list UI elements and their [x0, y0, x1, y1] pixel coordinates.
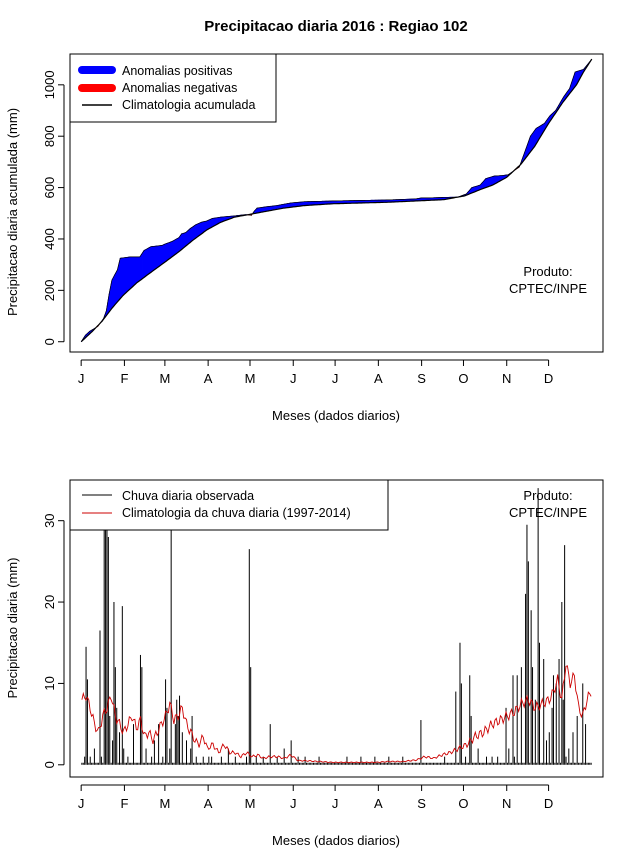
p2-y-tick-label: 0	[42, 761, 57, 768]
p2-x-tick-label: O	[458, 796, 468, 811]
chart-title: Precipitacao diaria 2016 : Regiao 102	[204, 18, 467, 35]
p1-x-tick-label: A	[374, 371, 383, 386]
legend-positive-label: Anomalias positivas	[122, 64, 232, 78]
p2-x-tick-label: S	[417, 796, 426, 811]
p1-y-tick-label: 400	[42, 228, 57, 250]
p2-daily-bars	[81, 488, 592, 765]
p2-legend-box	[69, 479, 389, 531]
p1-y-tick-label: 0	[42, 338, 57, 345]
legend-daily-climatology-label: Climatologia da chuva diaria (1997-2014)	[122, 506, 351, 520]
p2-x-tick-label: A	[374, 796, 383, 811]
p1-x-tick-label: J	[332, 371, 339, 386]
p1-x-tick-label: J	[78, 371, 85, 386]
p2-product-line1: Produto:	[523, 488, 572, 503]
p1-y-tick-label: 800	[42, 125, 57, 147]
p1-x-tick-label: F	[120, 371, 128, 386]
p1-product-line2: CPTEC/INPE	[509, 281, 587, 296]
legend-climatology-label: Climatologia acumulada	[122, 98, 255, 112]
legend-negative-label: Anomalias negativas	[122, 81, 237, 95]
p2-xlabel: Meses (dados diarios)	[272, 833, 400, 848]
p2-x-tick-label: F	[120, 796, 128, 811]
p1-x-tick-label: O	[458, 371, 468, 386]
p1-axes: 0 200 400 600 800 1000 J F M A M J J A S O N D	[42, 53, 604, 386]
p2-x-tick-label: M	[159, 796, 170, 811]
p1-x-tick-label: M	[245, 371, 256, 386]
daily-climatology-line	[81, 665, 592, 764]
p1-x-tick-label: J	[290, 371, 297, 386]
p1-x-tick-label: N	[502, 371, 511, 386]
p1-y-tick-label: 600	[42, 177, 57, 199]
p2-x-tick-label: J	[78, 796, 85, 811]
p2-legend: Chuva diaria observada Climatologia da c…	[69, 479, 389, 531]
p2-x-tick-label: D	[544, 796, 553, 811]
accumulated-panel: Precipitacao diaria acumulada (mm) Meses…	[5, 108, 587, 423]
p2-product-line2: CPTEC/INPE	[509, 505, 587, 520]
p2-y-tick-label: 20	[42, 595, 57, 609]
p1-x-tick-label: D	[544, 371, 553, 386]
p1-x-tick-label: M	[159, 371, 170, 386]
legend-observed-label: Chuva diaria observada	[122, 489, 254, 503]
p1-x-tick-label: S	[417, 371, 426, 386]
p2-x-tick-label: J	[332, 796, 339, 811]
p2-ylabel: Precipitacao diaria (mm)	[5, 558, 20, 699]
p1-x-tick-label: A	[204, 371, 213, 386]
p1-xlabel: Meses (dados diarios)	[272, 408, 400, 423]
p1-y-tick-label: 1000	[42, 70, 57, 99]
p2-x-tick-label: J	[290, 796, 297, 811]
p1-ylabel: Precipitacao diaria acumulada (mm)	[5, 108, 20, 316]
p1-legend: Anomalias positivas Anomalias negativas …	[69, 53, 277, 123]
p2-y-tick-label: 30	[42, 513, 57, 527]
p2-x-tick-label: M	[245, 796, 256, 811]
p1-anomaly-areas	[80, 58, 593, 343]
climatology-accumulated-line	[80, 58, 593, 343]
p2-x-tick-label: N	[502, 796, 511, 811]
p1-y-tick-label: 200	[42, 279, 57, 301]
daily-panel: Precipitacao diaria (mm) Meses (dados di…	[5, 488, 587, 848]
p2-y-tick-label: 10	[42, 676, 57, 690]
p2-x-tick-label: A	[204, 796, 213, 811]
observed-accumulated-outline	[80, 58, 593, 342]
p1-plot-frame	[69, 53, 604, 353]
p1-product-line1: Produto:	[523, 264, 572, 279]
